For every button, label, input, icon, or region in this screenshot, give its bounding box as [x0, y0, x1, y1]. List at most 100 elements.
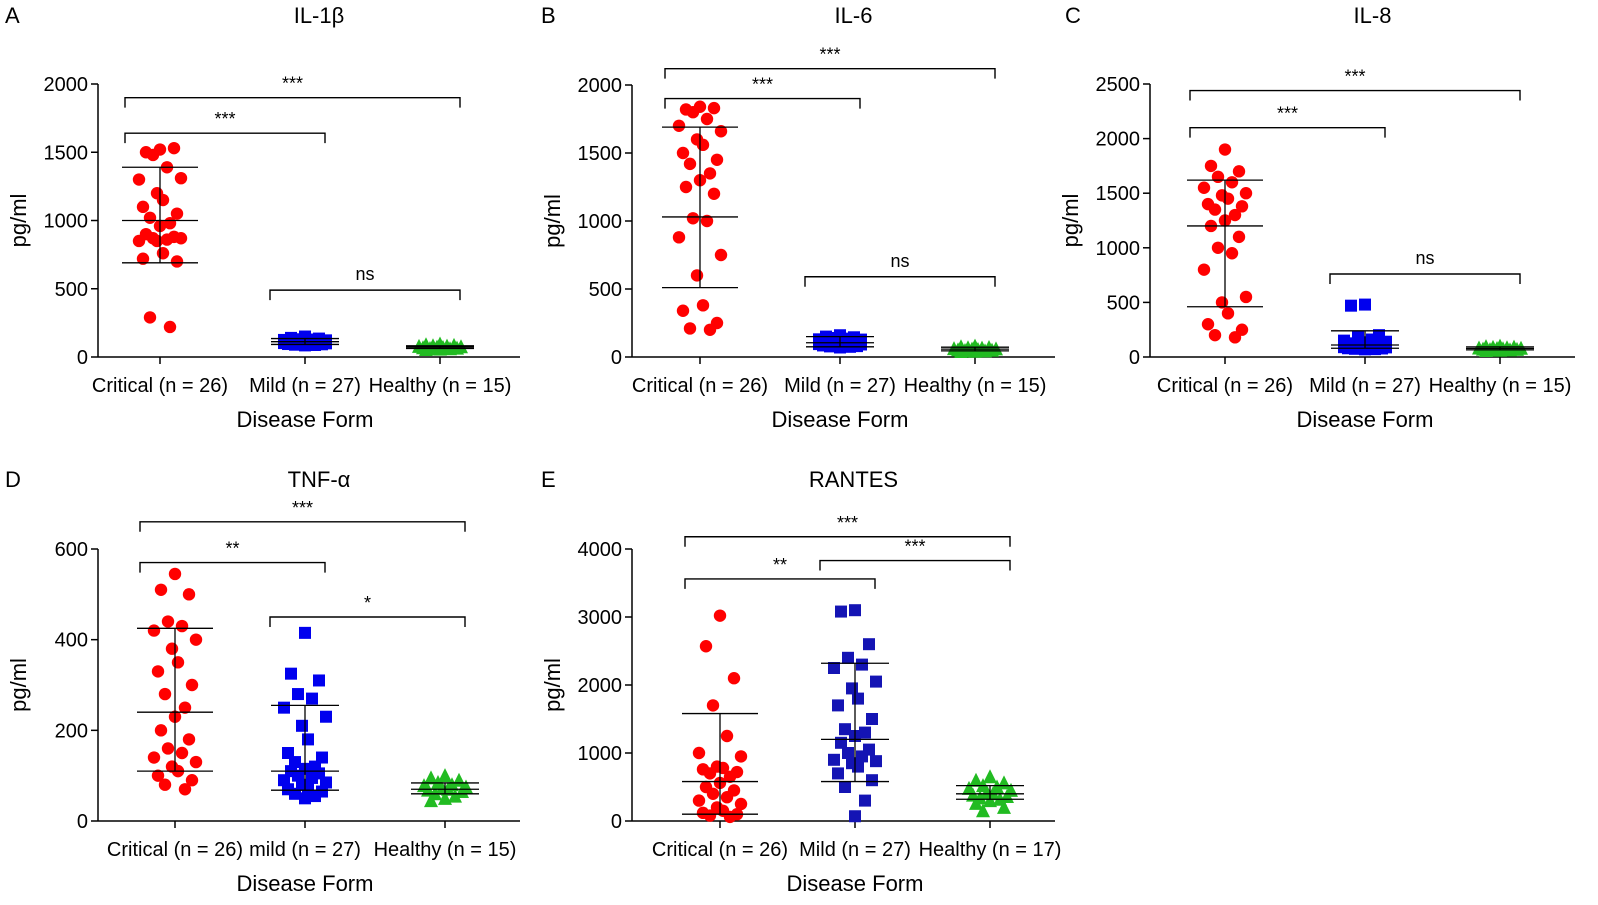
data-point [849, 604, 861, 617]
data-point [969, 772, 983, 787]
data-point [707, 101, 721, 115]
series-2 [1466, 338, 1534, 357]
series-0 [137, 567, 213, 796]
data-point [1225, 176, 1239, 189]
data-point [170, 207, 184, 220]
bracket-line [269, 289, 461, 301]
y-tick-label: 2000 [1096, 129, 1141, 151]
significance-bracket: *** [819, 537, 1011, 571]
data-point [178, 701, 192, 714]
y-tick-label: 1500 [1096, 183, 1141, 205]
category-label: Critical (n = 26) [107, 839, 243, 861]
series-0 [682, 609, 758, 824]
category-label: Mild (n = 27) [784, 375, 896, 397]
data-point [856, 658, 868, 671]
data-point [692, 794, 706, 807]
data-point [1345, 299, 1357, 312]
data-point [707, 187, 721, 200]
data-point [1239, 290, 1253, 304]
x-axis-label: Disease Form [1297, 407, 1434, 432]
data-point [1359, 343, 1371, 356]
significance-label: *** [1277, 104, 1298, 124]
data-point [165, 642, 179, 655]
data-point [174, 232, 188, 245]
data-point [1201, 318, 1215, 331]
significance-label: ns [355, 264, 374, 284]
panel-letter: D [5, 467, 21, 492]
y-tick-label: 1500 [578, 143, 623, 165]
data-point [849, 810, 861, 823]
data-point [835, 605, 847, 618]
significance-bracket: ns [269, 264, 461, 301]
data-point [859, 794, 871, 807]
data-point [154, 583, 168, 596]
significance-bracket: ns [804, 251, 996, 287]
data-point [143, 211, 157, 224]
data-point [156, 247, 170, 260]
data-point [1221, 192, 1235, 205]
data-point [146, 148, 160, 162]
data-point [170, 255, 184, 268]
y-tick-label: 0 [1129, 347, 1140, 369]
significance-bracket: * [269, 593, 466, 627]
panel-e: E RANTES 0 1000 2000 3000 4000 pg/ml Critical (n… [540, 467, 1061, 896]
bracket-line [819, 559, 1011, 571]
bracket-line [139, 561, 326, 573]
y-tick-label: 1500 [44, 142, 89, 164]
panel-c: C IL-8 0 500 1000 1500 2000 2500 pg/ml Critical (… [1058, 3, 1575, 432]
category-label: Healthy (n = 15) [904, 375, 1047, 397]
y-axis-label: pg/ml [540, 658, 565, 712]
category-label: Mild (n = 27) [249, 375, 361, 397]
data-point [1204, 159, 1218, 173]
bracket-line [1189, 89, 1521, 101]
x-axis-label: Disease Form [787, 871, 924, 896]
data-point [150, 234, 164, 248]
data-point [282, 747, 294, 759]
data-point [1221, 307, 1235, 320]
data-point [174, 171, 188, 185]
data-point [182, 588, 196, 601]
y-tick-label: 1000 [578, 211, 623, 233]
y-axis-label: pg/ml [540, 194, 565, 248]
data-point [178, 783, 192, 796]
bracket-line [684, 536, 1011, 547]
data-point [161, 615, 175, 628]
data-point [289, 756, 301, 769]
data-point [852, 692, 864, 705]
data-point [424, 793, 438, 808]
data-point [676, 304, 690, 317]
data-point [720, 729, 734, 743]
data-point [679, 180, 693, 194]
y-tick-label: 500 [1107, 292, 1140, 314]
category-label: Critical (n = 26) [652, 839, 788, 861]
y-axis-label: pg/ml [6, 194, 31, 248]
data-point [151, 769, 165, 782]
data-point [863, 638, 875, 651]
data-point [154, 724, 168, 737]
data-point [713, 609, 727, 622]
significance-label: *** [752, 75, 773, 95]
data-point [983, 769, 997, 784]
y-tick-label: 0 [611, 811, 622, 833]
significance-label: *** [214, 109, 235, 129]
bracket-line [269, 616, 466, 627]
significance-bracket: *** [124, 74, 461, 108]
x-axis-label: Disease Form [772, 407, 909, 432]
data-point [696, 138, 710, 152]
bracket-line [1329, 273, 1521, 285]
data-point [306, 771, 318, 784]
data-point [189, 755, 203, 769]
category-label: Healthy (n = 17) [919, 839, 1062, 861]
category-label: Critical (n = 26) [1157, 375, 1293, 397]
series-1 [1331, 298, 1399, 356]
category-label: Critical (n = 26) [632, 375, 768, 397]
data-point [185, 774, 199, 787]
data-point [320, 710, 332, 723]
significance-bracket: *** [664, 75, 861, 109]
data-point [696, 299, 710, 312]
data-point [723, 770, 737, 783]
significance-bracket: *** [684, 513, 1011, 547]
data-point [278, 774, 290, 787]
data-point [438, 768, 452, 783]
data-point [734, 750, 748, 763]
